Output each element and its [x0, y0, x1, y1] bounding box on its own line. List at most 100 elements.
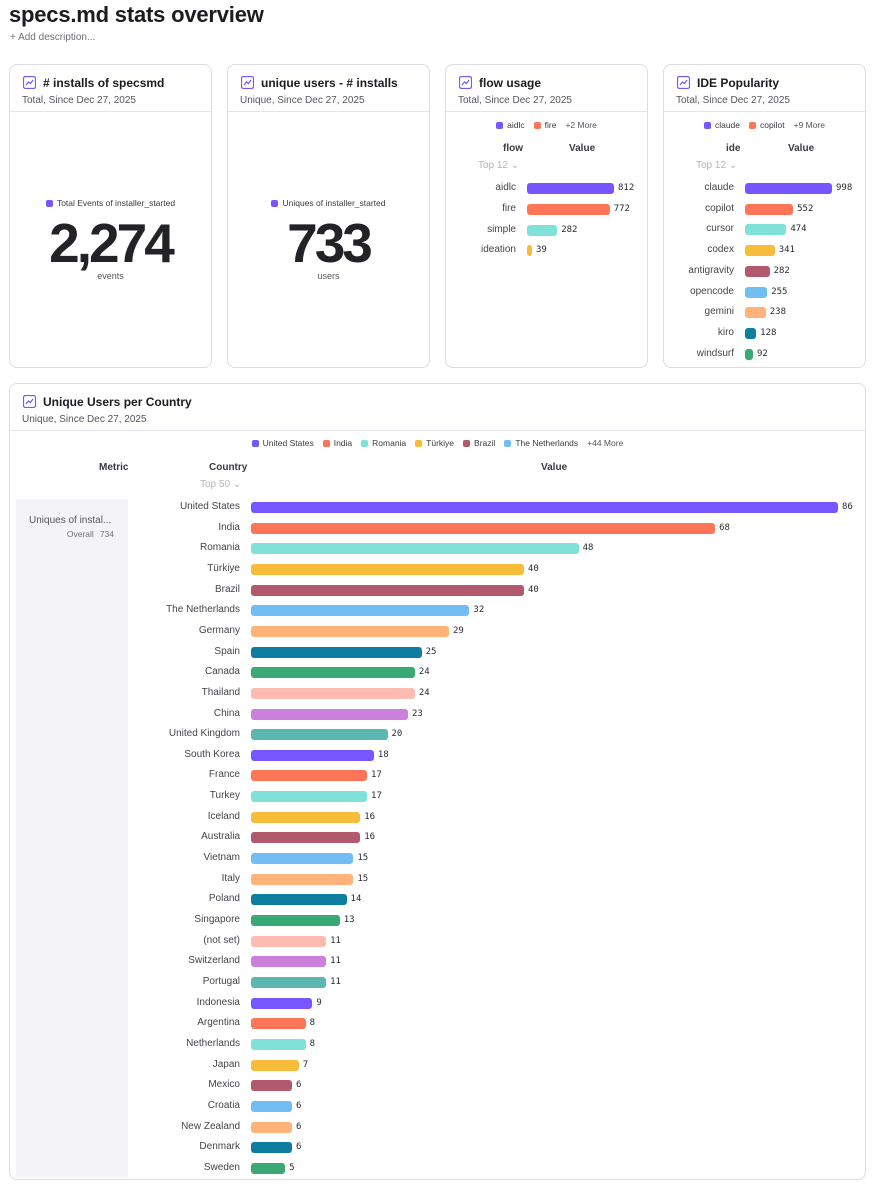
bar[interactable] [251, 708, 408, 720]
bar[interactable] [251, 543, 579, 555]
ide-bar-chart: claude 998 copilot 552 cursor 474 codex 341 anti… [664, 65, 867, 365]
legend-item[interactable]: United States [251, 438, 314, 448]
flow-usage-card[interactable]: flow usage Total, Since Dec 27, 2025 aid… [445, 64, 648, 368]
bar[interactable] [251, 976, 327, 988]
bar[interactable] [527, 224, 558, 236]
bar[interactable] [527, 245, 532, 257]
bar-value-label: 18 [377, 749, 389, 760]
bar-value-label: 23 [411, 708, 423, 719]
bar[interactable] [251, 1162, 286, 1174]
column-header-flow[interactable]: flow [503, 143, 523, 154]
metric-name[interactable]: Uniques of instal... [29, 515, 112, 526]
card-title[interactable]: Unique Users per Country [43, 395, 192, 409]
column-header-metric[interactable]: Metric [99, 462, 129, 473]
bar[interactable] [251, 667, 415, 679]
bar[interactable] [251, 935, 327, 947]
card-title[interactable]: flow usage [479, 76, 542, 90]
bar[interactable] [251, 832, 361, 844]
legend-item[interactable]: The Netherlands [504, 438, 578, 448]
row-label: United States [179, 501, 240, 512]
card-title[interactable]: IDE Popularity [697, 76, 780, 90]
legend-item[interactable]: Türkiye [415, 438, 454, 448]
bar[interactable] [251, 522, 716, 534]
bar[interactable] [251, 1100, 292, 1112]
row-label: The Netherlands [166, 604, 240, 616]
bar[interactable] [251, 646, 422, 658]
top-n-dropdown[interactable]: Top 12 ⌄ [478, 160, 520, 171]
bar[interactable] [251, 749, 374, 761]
bar-value-label: 6 [295, 1142, 302, 1153]
bar[interactable] [745, 307, 766, 319]
bar[interactable] [251, 873, 354, 885]
top-n-dropdown[interactable]: Top 50 ⌄ [200, 479, 242, 490]
bar[interactable] [251, 729, 388, 741]
bar[interactable] [745, 327, 757, 339]
bar[interactable] [745, 245, 775, 257]
bar[interactable] [251, 1018, 306, 1030]
legend-item[interactable]: Romania [361, 438, 406, 448]
legend-item[interactable]: aidlc [496, 120, 525, 130]
legend-item[interactable]: copilot [749, 120, 785, 130]
bar-value-label: 16 [364, 811, 376, 822]
add-description-link[interactable]: + Add description... [10, 32, 96, 43]
bar[interactable] [745, 348, 754, 360]
bar[interactable] [251, 1142, 292, 1154]
legend-more-link[interactable]: +2 More [565, 120, 597, 130]
legend-item[interactable]: fire [533, 120, 556, 130]
column-header-value[interactable]: Value [541, 462, 568, 473]
legend-item[interactable]: Brazil [463, 438, 495, 448]
card-header: flow usage Total, Since Dec 27, 2025 [446, 65, 647, 112]
column-header-value[interactable]: Value [569, 143, 596, 154]
bar[interactable] [251, 502, 838, 513]
bar[interactable] [251, 997, 313, 1009]
bar[interactable] [251, 791, 368, 803]
bar[interactable] [251, 915, 340, 926]
bar[interactable] [251, 1059, 299, 1071]
bar[interactable] [251, 563, 525, 575]
top-n-dropdown[interactable]: Top 12 ⌄ [696, 160, 738, 171]
legend-more-link[interactable]: +9 More [793, 120, 826, 130]
bar[interactable] [745, 286, 768, 298]
row-label: Türkiye [207, 562, 240, 574]
bar[interactable] [527, 203, 610, 215]
ide-popularity-card[interactable]: IDE Popularity Total, Since Dec 27, 2025… [663, 64, 866, 368]
country-card[interactable]: Unique Users per Country Unique, Since D… [9, 383, 866, 1180]
bar[interactable] [251, 853, 354, 865]
card-header: unique users - # installs Unique, Since … [228, 65, 429, 112]
bar[interactable] [251, 584, 525, 596]
column-header-country[interactable]: Country [209, 462, 248, 473]
bar[interactable] [745, 265, 770, 277]
installs-card[interactable]: # installs of specsmd Total, Since Dec 2… [9, 64, 212, 368]
bar[interactable] [251, 811, 361, 823]
bar[interactable] [251, 956, 327, 968]
bar[interactable] [745, 183, 832, 194]
row-label: Germany [198, 624, 240, 636]
column-header-ide[interactable]: ide [726, 143, 741, 154]
row-label: opencode [690, 285, 734, 297]
bar[interactable] [745, 224, 787, 236]
column-header-value[interactable]: Value [788, 143, 815, 154]
card-title[interactable]: unique users - # installs [261, 76, 398, 90]
bar[interactable] [745, 203, 794, 215]
bar[interactable] [251, 1038, 306, 1050]
bar[interactable] [251, 605, 470, 617]
bar[interactable] [527, 183, 614, 194]
legend-label: The Netherlands [515, 438, 579, 448]
bar-value-label: 772 [613, 203, 630, 214]
card-title[interactable]: # installs of specsmd [43, 76, 165, 90]
bar[interactable] [251, 770, 368, 782]
flow-bar-chart: aidlc 812 fire 772 simple 282 ideation 39 [446, 65, 649, 365]
bar[interactable] [251, 894, 347, 906]
legend-item[interactable]: India [322, 438, 352, 448]
unique-users-card[interactable]: unique users - # installs Unique, Since … [227, 64, 430, 368]
row-label: antigravity [688, 264, 734, 276]
bar[interactable] [251, 1121, 292, 1133]
legend-more-link[interactable]: +44 More [587, 438, 624, 448]
bar[interactable] [251, 1080, 292, 1092]
chart-legend: claude copilot +9 More [664, 120, 865, 130]
big-number-unit: events [97, 271, 124, 281]
bar-value-label: 68 [719, 522, 730, 533]
legend-item[interactable]: claude [703, 120, 740, 130]
bar[interactable] [251, 687, 415, 699]
bar[interactable] [251, 625, 449, 637]
